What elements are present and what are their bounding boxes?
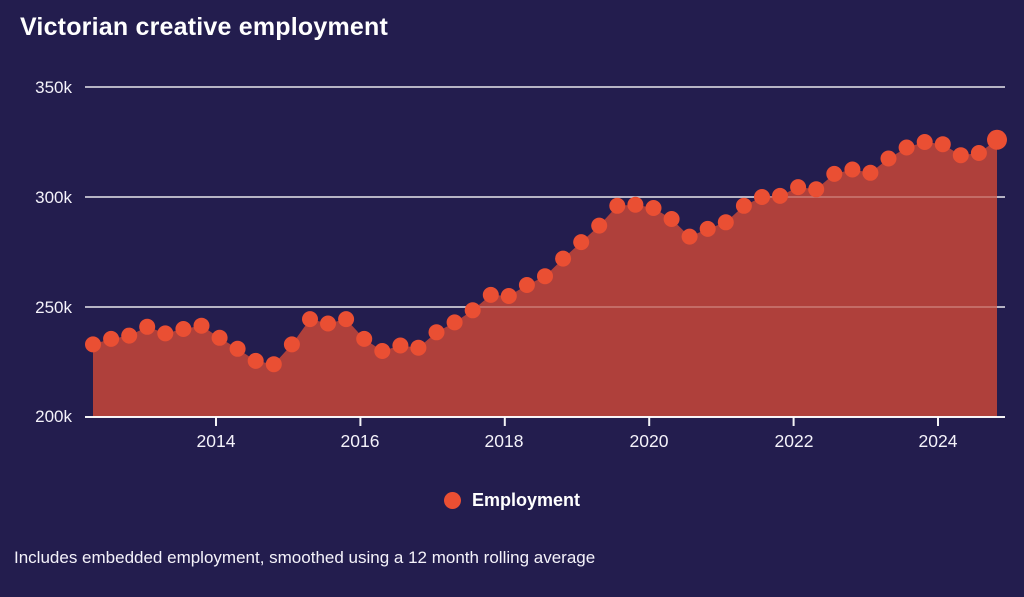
y-axis-label-250k: 250k [35, 298, 72, 317]
data-point [265, 356, 282, 373]
data-point [754, 189, 770, 205]
y-axis-label-200k: 200k [35, 407, 72, 426]
data-point [609, 197, 626, 214]
data-point [85, 336, 101, 353]
data-point [500, 288, 517, 304]
data-point [735, 197, 752, 214]
data-point [663, 211, 680, 227]
data-point [826, 165, 843, 182]
data-point [229, 340, 246, 357]
data-point [880, 150, 897, 167]
data-point [121, 327, 138, 344]
legend-label: Employment [471, 489, 581, 510]
data-point [987, 129, 1007, 150]
y-axis-label-300k: 300k [35, 188, 72, 207]
data-point [103, 330, 120, 347]
data-point [645, 200, 662, 216]
data-point [681, 228, 698, 245]
data-point [193, 317, 210, 334]
data-point [916, 134, 933, 150]
data-point [374, 343, 391, 359]
data-point [537, 268, 553, 285]
data-point [211, 329, 228, 346]
data-point [320, 315, 336, 332]
x-axis-label-2018: 2018 [484, 431, 524, 451]
data-point [410, 339, 427, 356]
data-point [970, 145, 987, 161]
data-point [446, 314, 463, 331]
data-point [573, 234, 590, 251]
data-point [898, 139, 915, 156]
data-point [555, 250, 572, 267]
y-axis-label-350k: 350k [35, 78, 72, 97]
data-point [139, 318, 156, 335]
data-point [591, 217, 608, 234]
data-point [518, 277, 535, 293]
x-axis-label-2024: 2024 [918, 431, 958, 451]
data-point [482, 286, 499, 303]
legend: Employment [0, 489, 1024, 511]
data-point [717, 214, 734, 231]
data-point [790, 179, 807, 196]
data-point [356, 330, 373, 347]
data-point [338, 311, 355, 328]
x-axis-label-2016: 2016 [340, 431, 380, 451]
data-point [808, 181, 825, 198]
footnote: Includes embedded employment, smoothed u… [14, 548, 596, 567]
x-axis-label-2020: 2020 [629, 431, 669, 451]
chart-title: Victorian creative employment [20, 13, 388, 41]
data-point [157, 325, 174, 342]
data-point [247, 352, 264, 369]
x-axis-label-2022: 2022 [774, 431, 814, 451]
legend-marker-icon [443, 491, 461, 509]
data-point [392, 337, 409, 354]
data-point [772, 187, 788, 204]
data-point [699, 220, 716, 237]
data-point [934, 136, 951, 153]
data-point [464, 302, 481, 319]
data-point [175, 321, 192, 337]
data-point [428, 324, 445, 341]
data-point [283, 336, 300, 353]
x-axis-label-2014: 2014 [196, 431, 236, 451]
data-point [844, 161, 861, 178]
data-point [862, 164, 879, 181]
data-point [952, 147, 969, 164]
data-point [302, 311, 318, 328]
data-point [627, 196, 644, 213]
